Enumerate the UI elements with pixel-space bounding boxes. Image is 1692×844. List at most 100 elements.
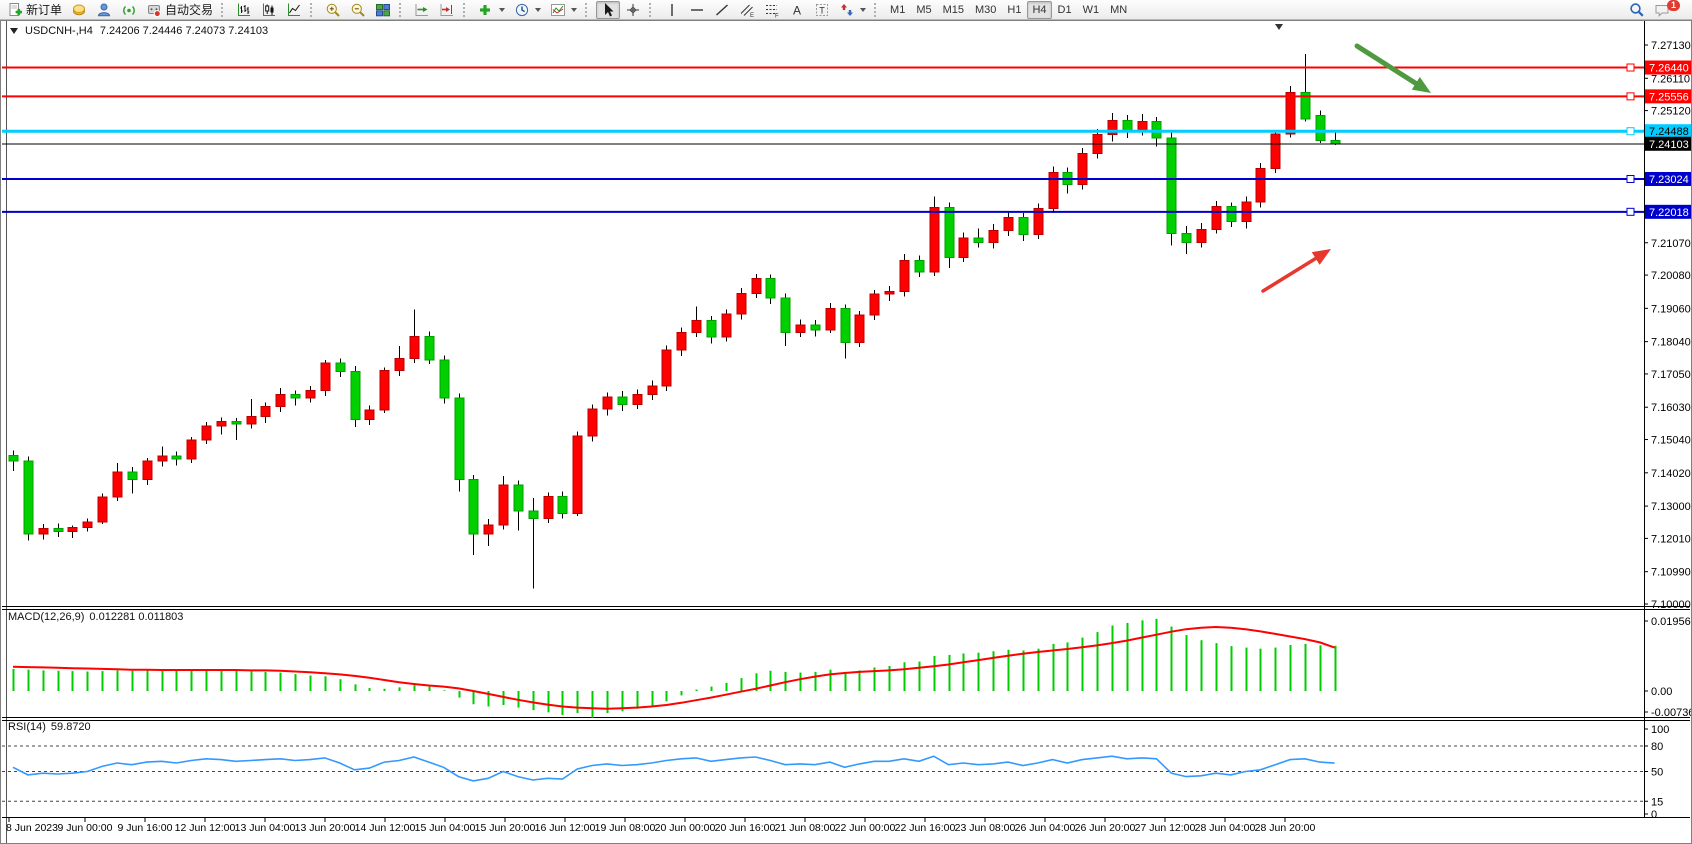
- search-button[interactable]: [1625, 1, 1649, 19]
- svg-text:80: 80: [1651, 741, 1663, 753]
- toolbar-grip: [463, 2, 469, 17]
- vertical-line-tool-button[interactable]: [660, 1, 684, 19]
- horizontal-line-tool-button[interactable]: [685, 1, 709, 19]
- candle-chart-button[interactable]: [257, 1, 281, 19]
- template-button[interactable]: [546, 1, 581, 19]
- signal-icon: [121, 2, 137, 18]
- equidistant-channel-tool-button[interactable]: E: [735, 1, 759, 19]
- svg-text:7.10990: 7.10990: [1651, 567, 1691, 579]
- add-indicator-button[interactable]: [474, 1, 509, 19]
- svg-text:15 Jun 20:00: 15 Jun 20:00: [475, 822, 536, 834]
- svg-text:50: 50: [1651, 767, 1663, 779]
- svg-text:7.19060: 7.19060: [1651, 303, 1691, 315]
- svg-text:7.25120: 7.25120: [1651, 106, 1691, 118]
- svg-text:7.22018: 7.22018: [1649, 207, 1689, 219]
- deposit-button[interactable]: [67, 1, 91, 19]
- text-tool-button[interactable]: A: [785, 1, 809, 19]
- chart-canvas[interactable]: 7.27130 7.26110 7.25120 7.21070 7.20080 7.190…: [1, 21, 1691, 843]
- vertical-line-icon: [664, 2, 680, 18]
- bar-chart-button[interactable]: [232, 1, 256, 19]
- timeframe-W1[interactable]: W1: [1078, 1, 1105, 19]
- chart-window: 7.27130 7.26110 7.25120 7.21070 7.20080 7.190…: [0, 20, 1692, 844]
- timeframe-H4[interactable]: H4: [1027, 0, 1052, 19]
- cursor-icon: [600, 2, 616, 18]
- svg-text:7.26440: 7.26440: [1649, 63, 1689, 75]
- timeframe-MN[interactable]: MN: [1105, 1, 1132, 19]
- auto-trading-button[interactable]: 自动交易: [142, 1, 217, 19]
- chart-shift-button[interactable]: [435, 1, 459, 19]
- zoom-in-button[interactable]: [321, 1, 345, 19]
- chart-shift-icon: [439, 2, 455, 18]
- toolbar-grip: [221, 2, 227, 17]
- svg-text:13 Jun 20:00: 13 Jun 20:00: [295, 822, 356, 834]
- svg-text:7.16030: 7.16030: [1651, 402, 1691, 414]
- svg-text:12 Jun 12:00: 12 Jun 12:00: [175, 822, 236, 834]
- toolbar-grip: [399, 2, 405, 17]
- line-chart-button[interactable]: [282, 1, 306, 19]
- new-order-icon: [7, 2, 23, 18]
- person-icon: [96, 2, 112, 18]
- toolbar: 新订单 自动交易 E F A T M1 M5 M15 M30 H1 H4 D1 W1 MN 1: [0, 0, 1692, 20]
- svg-text:0.00: 0.00: [1651, 686, 1672, 698]
- svg-text:7.10000: 7.10000: [1651, 599, 1691, 611]
- fibonacci-icon: F: [764, 2, 780, 18]
- candle-chart-icon: [261, 2, 277, 18]
- trendline-tool-button[interactable]: [710, 1, 734, 19]
- svg-text:9 Jun 16:00: 9 Jun 16:00: [118, 822, 173, 834]
- text-label-tool-button[interactable]: T: [810, 1, 834, 19]
- svg-text:7.13000: 7.13000: [1651, 501, 1691, 513]
- svg-text:19 Jun 08:00: 19 Jun 08:00: [595, 822, 656, 834]
- timeframe-M30[interactable]: M30: [970, 1, 1001, 19]
- timeframe-H1[interactable]: H1: [1002, 1, 1026, 19]
- svg-text:100: 100: [1651, 724, 1669, 736]
- svg-text:-0.007367: -0.007367: [1651, 707, 1691, 719]
- auto-scroll-button[interactable]: [410, 1, 434, 19]
- dropdown-caret-icon: [499, 8, 506, 15]
- chart-title-symbol: USDCNH-,H4: [25, 25, 93, 37]
- notifications-button[interactable]: 1: [1650, 0, 1684, 19]
- svg-text:15: 15: [1651, 796, 1663, 808]
- text-label-icon: T: [814, 2, 830, 18]
- svg-text:7.25556: 7.25556: [1649, 91, 1689, 103]
- svg-text:22 Jun 16:00: 22 Jun 16:00: [895, 822, 956, 834]
- rsi-name: RSI(14): [8, 721, 46, 733]
- svg-text:7.24488: 7.24488: [1649, 126, 1689, 138]
- timeframe-M5[interactable]: M5: [911, 1, 936, 19]
- timeframe-M1[interactable]: M1: [885, 1, 910, 19]
- auto-trading-label: 自动交易: [165, 3, 214, 17]
- signals-button[interactable]: [117, 1, 141, 19]
- crosshair-tool-button[interactable]: [621, 1, 645, 19]
- svg-text:7.15040: 7.15040: [1651, 435, 1691, 447]
- timeframe-D1[interactable]: D1: [1053, 1, 1077, 19]
- arrows-tool-button[interactable]: [835, 1, 870, 19]
- toolbar-grip: [874, 2, 880, 17]
- fibonacci-tool-button[interactable]: F: [760, 1, 784, 19]
- chart-title-ohlc: 7.24206 7.24446 7.24073 7.24103: [99, 25, 269, 37]
- svg-text:16 Jun 12:00: 16 Jun 12:00: [535, 822, 596, 834]
- svg-text:28 Jun 04:00: 28 Jun 04:00: [1195, 822, 1256, 834]
- notification-badge: 1: [1666, 0, 1680, 11]
- terminal-button[interactable]: [92, 1, 116, 19]
- svg-text:15 Jun 04:00: 15 Jun 04:00: [415, 822, 476, 834]
- zoom-out-icon: [350, 2, 366, 18]
- macd-values: 0.012281 0.011803: [89, 611, 184, 623]
- chart-collapse-icon[interactable]: [10, 28, 18, 34]
- new-order-button[interactable]: 新订单: [3, 1, 66, 19]
- macd-name: MACD(12,26,9): [8, 611, 85, 623]
- svg-text:7.17050: 7.17050: [1651, 369, 1691, 381]
- svg-text:7.18040: 7.18040: [1651, 337, 1691, 349]
- timeframe-M15[interactable]: M15: [938, 1, 969, 19]
- horizontal-line-icon: [689, 2, 705, 18]
- svg-text:27 Jun 12:00: 27 Jun 12:00: [1135, 822, 1196, 834]
- tile-windows-button[interactable]: [371, 1, 395, 19]
- cursor-tool-button[interactable]: [596, 0, 621, 19]
- svg-text:7.14020: 7.14020: [1651, 468, 1691, 480]
- robot-icon: [146, 2, 162, 18]
- svg-text:20 Jun 00:00: 20 Jun 00:00: [655, 822, 716, 834]
- svg-text:7.23024: 7.23024: [1649, 174, 1689, 186]
- period-button[interactable]: [510, 1, 545, 19]
- zoom-out-button[interactable]: [346, 1, 370, 19]
- rsi-indicator-label: RSI(14) 59.8720: [8, 721, 91, 733]
- svg-text:26 Jun 20:00: 26 Jun 20:00: [1075, 822, 1136, 834]
- toolbar-grip: [310, 2, 316, 17]
